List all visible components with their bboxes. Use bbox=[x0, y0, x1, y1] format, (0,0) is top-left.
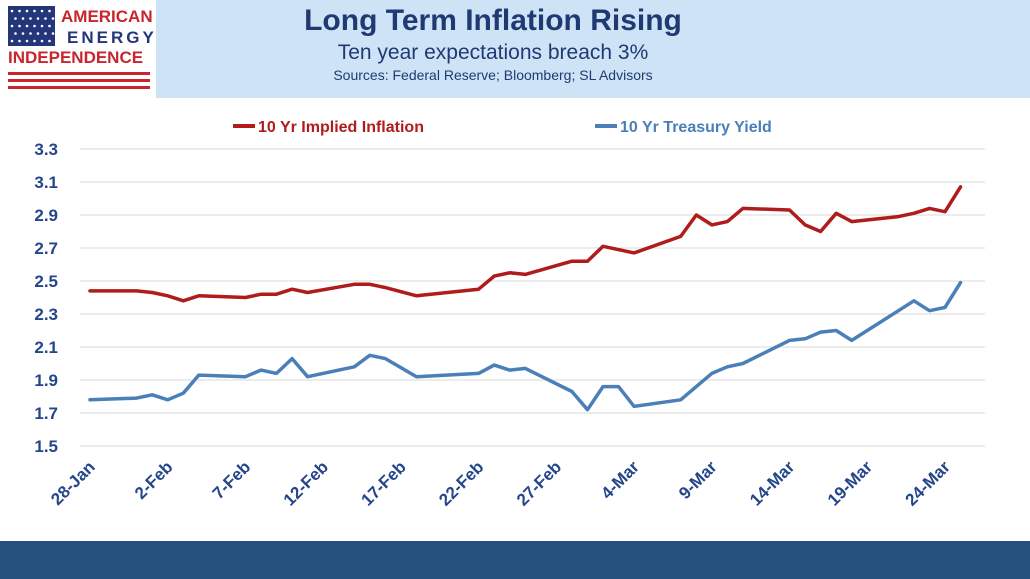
logo-stripe bbox=[8, 86, 150, 89]
x-tick-label: 9-Mar bbox=[675, 457, 721, 503]
chart-sources: Sources: Federal Reserve; Bloomberg; SL … bbox=[333, 67, 653, 83]
y-tick-label: 2.7 bbox=[34, 239, 58, 258]
x-tick-label: 19-Mar bbox=[824, 457, 876, 509]
logo-star bbox=[51, 32, 55, 35]
logo-star bbox=[25, 24, 29, 28]
legend: 10 Yr Implied Inflation 10 Yr Treasury Yi… bbox=[233, 119, 772, 136]
y-tick-label: 1.9 bbox=[34, 371, 58, 390]
logo-star bbox=[33, 39, 36, 43]
logo-star bbox=[44, 17, 47, 20]
logo-star bbox=[14, 17, 17, 20]
logo-star bbox=[10, 39, 14, 43]
series-line-implied-inflation bbox=[88, 185, 963, 303]
logo-star bbox=[21, 17, 25, 20]
logo-star bbox=[10, 24, 14, 28]
logo-star bbox=[40, 9, 44, 13]
x-tick-label: 24-Mar bbox=[902, 457, 954, 509]
x-tick-label: 4-Mar bbox=[597, 457, 643, 503]
y-tick-label: 2.5 bbox=[34, 272, 58, 291]
x-axis: 28-Jan 2-Feb 7-Feb 12-Feb 17-Feb 22-Feb 27-Feb… bbox=[47, 457, 954, 509]
x-tick-label: 12-Feb bbox=[280, 457, 332, 509]
footer-band bbox=[0, 541, 1030, 579]
logo-stripe bbox=[8, 72, 150, 75]
y-tick-label: 1.5 bbox=[34, 437, 58, 456]
logo-star bbox=[51, 17, 55, 20]
legend-label: 10 Yr Implied Inflation bbox=[258, 119, 424, 136]
y-tick-label: 1.7 bbox=[34, 404, 58, 423]
chart-subtitle: Ten year expectations breach 3% bbox=[337, 41, 649, 64]
logo-line-3: INDEPENDENCE bbox=[8, 48, 143, 67]
x-tick-label: 28-Jan bbox=[47, 457, 99, 509]
logo-star bbox=[48, 39, 51, 43]
y-tick-label: 2.9 bbox=[34, 206, 58, 225]
logo-star bbox=[18, 39, 21, 43]
header-band bbox=[156, 0, 1030, 98]
logo-star bbox=[18, 24, 21, 28]
logo-star bbox=[18, 9, 21, 13]
x-tick-label: 27-Feb bbox=[513, 457, 565, 509]
logo-line-1: AMERICAN bbox=[61, 7, 153, 26]
logo-stripe bbox=[8, 79, 150, 82]
logo-star bbox=[48, 9, 51, 13]
logo-star bbox=[33, 24, 36, 28]
logo-flag-canton bbox=[8, 6, 55, 46]
x-tick-label: 14-Mar bbox=[746, 457, 798, 509]
logo-star bbox=[33, 9, 36, 13]
logo-star bbox=[14, 32, 17, 35]
line-chart: 10 Yr Implied Inflation 10 Yr Treasury Yi… bbox=[34, 119, 985, 510]
y-axis: 1.5 1.7 1.9 2.1 2.3 2.5 2.7 2.9 3.1 3.3 bbox=[34, 140, 58, 456]
logo-line-2: ENERGY bbox=[67, 28, 156, 47]
x-tick-label: 17-Feb bbox=[358, 457, 410, 509]
logo-star bbox=[36, 17, 40, 20]
logo-star bbox=[48, 24, 51, 28]
logo-star bbox=[40, 24, 44, 28]
logo-star bbox=[25, 9, 29, 13]
chart-title: Long Term Inflation Rising bbox=[304, 4, 682, 37]
x-tick-label: 22-Feb bbox=[435, 457, 487, 509]
logo-star bbox=[10, 9, 14, 13]
y-tick-label: 3.3 bbox=[34, 140, 58, 159]
grid bbox=[80, 148, 985, 447]
logo-star bbox=[21, 32, 25, 35]
y-tick-label: 2.3 bbox=[34, 305, 58, 324]
series-layer bbox=[88, 185, 963, 412]
x-tick-label: 2-Feb bbox=[131, 457, 176, 502]
logo-star bbox=[29, 32, 32, 35]
y-tick-label: 3.1 bbox=[34, 173, 58, 192]
logo: AMERICAN ENERGY INDEPENDENCE bbox=[0, 0, 156, 98]
y-tick-label: 2.1 bbox=[34, 338, 58, 357]
logo-stars bbox=[10, 9, 55, 43]
legend-label: 10 Yr Treasury Yield bbox=[620, 119, 772, 136]
logo-star bbox=[40, 39, 44, 43]
series-line-treasury-yield bbox=[88, 280, 963, 412]
logo-star bbox=[29, 17, 32, 20]
logo-graphic: AMERICAN ENERGY INDEPENDENCE bbox=[8, 6, 156, 89]
logo-star bbox=[25, 39, 29, 43]
logo-star bbox=[36, 32, 40, 35]
x-tick-label: 7-Feb bbox=[209, 457, 254, 502]
logo-star bbox=[44, 32, 47, 35]
